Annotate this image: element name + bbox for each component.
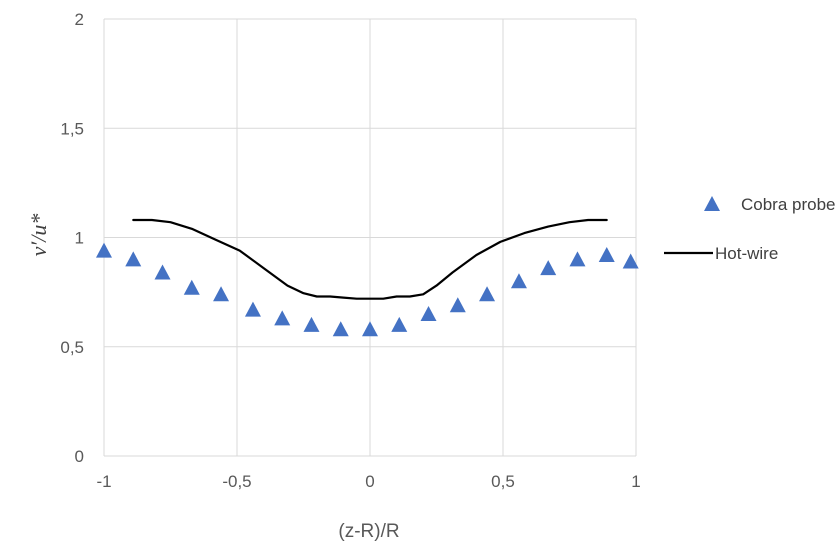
cobra-probe-point	[154, 264, 171, 280]
x-tick-label: -0,5	[222, 472, 251, 491]
x-axis-title: (z-R)/R	[338, 521, 399, 542]
plot-area	[96, 218, 639, 337]
cobra-probe-point	[125, 251, 142, 267]
x-tick-label: 1	[631, 472, 640, 491]
y-axis-title: v′/u*	[26, 214, 51, 257]
x-tick-label: 0	[365, 472, 374, 491]
cobra-probe-point	[510, 273, 527, 289]
cobra-probe-point	[598, 246, 615, 262]
grid	[103, 18, 637, 457]
hot-wire-line	[132, 218, 608, 300]
legend-triangle-marker	[704, 196, 720, 211]
y-tick-label: 1,5	[60, 119, 84, 138]
x-tick-label: -1	[96, 472, 111, 491]
legend-label-hot-wire: Hot-wire	[715, 244, 778, 263]
legend-label-cobra-probe: Cobra probe	[741, 195, 836, 214]
legend-item-cobra-probe: Cobra probe	[704, 195, 836, 214]
cobra-probe-point	[332, 321, 349, 337]
y-tick-label: 2	[75, 10, 84, 29]
cobra-probe-point	[96, 242, 112, 258]
cobra-probe-point	[362, 321, 378, 337]
legend: Cobra probe Hot-wire	[664, 195, 836, 263]
x-tick-label: 0,5	[491, 472, 515, 491]
y-tick-label: 1	[75, 229, 84, 248]
cobra-probe-point	[420, 305, 437, 321]
y-tick-label: 0	[75, 447, 84, 466]
cobra-probe-point	[244, 301, 261, 317]
cobra-probe-point	[391, 316, 408, 332]
y-tick-label: 0,5	[60, 338, 84, 357]
cobra-probe-point	[183, 279, 200, 295]
cobra-probe-point	[213, 286, 230, 302]
cobra-probe-point	[303, 316, 320, 332]
cobra-probe-point	[479, 286, 496, 302]
legend-item-hot-wire: Hot-wire	[664, 244, 778, 263]
tick-labels: -1 -0,5 0 0,5 1 0 0,5 1 1,5 2	[60, 10, 640, 491]
cobra-probe-point	[449, 297, 466, 313]
cobra-probe-point	[274, 310, 291, 326]
cobra-probe-point	[622, 253, 639, 269]
cobra-probe-point	[569, 251, 586, 267]
cobra-probe-point	[540, 260, 557, 276]
